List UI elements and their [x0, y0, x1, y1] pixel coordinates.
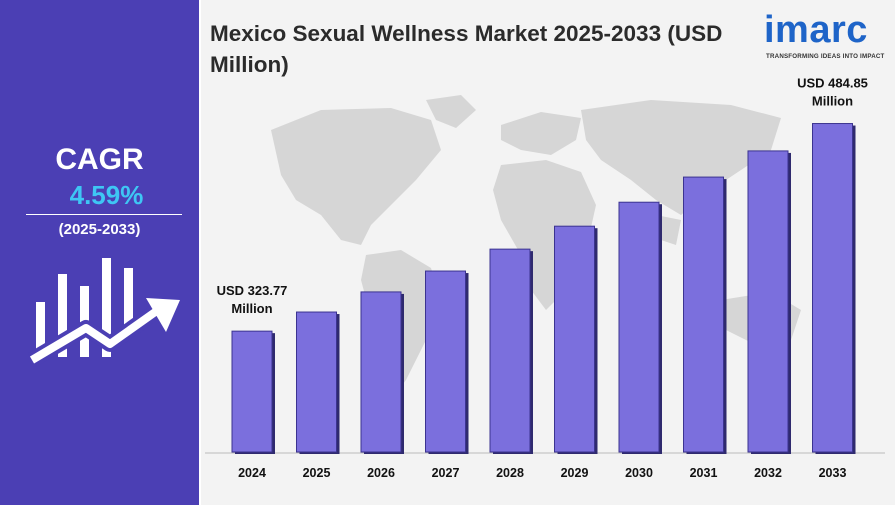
chart-title: Mexico Sexual Wellness Market 2025-2033 …: [210, 21, 723, 77]
x-tick-label: 2026: [367, 466, 395, 480]
bar-2033: [812, 123, 853, 453]
data-label: USD 323.77: [217, 283, 288, 298]
x-tick-label: 2033: [819, 466, 847, 480]
cagr-value: 4.59%: [69, 180, 144, 210]
cagr-divider: [26, 214, 182, 215]
x-tick-label: 2024: [238, 466, 266, 480]
data-label: USD 484.85: [797, 76, 868, 91]
bar-2024: [231, 330, 273, 453]
bar-2027: [425, 270, 466, 453]
data-label: Million: [812, 94, 853, 109]
x-tick-label: 2029: [561, 466, 589, 480]
x-tick-label: 2028: [496, 466, 524, 480]
cagr-period: (2025-2033): [58, 221, 141, 238]
bar-2032: [747, 150, 789, 453]
bar-2025: [296, 311, 337, 453]
bar-2028: [489, 248, 531, 453]
x-tick-label: 2032: [754, 466, 782, 480]
imarc-tagline: TRANSFORMING IDEAS INTO IMPACT: [766, 53, 885, 60]
growth-chart-icon: [28, 258, 180, 367]
bar-2030: [618, 201, 660, 453]
bar-2029: [554, 225, 595, 453]
cagr-label: CAGR: [55, 143, 144, 176]
x-tick-label: 2031: [690, 466, 718, 480]
x-tick-label: 2025: [303, 466, 331, 480]
bar-2026: [360, 291, 402, 453]
bar-2031: [683, 176, 724, 453]
cagr-panel: CAGR 4.59% (2025-2033): [0, 0, 199, 505]
x-tick-label: 2030: [625, 466, 653, 480]
data-label: Million: [231, 301, 272, 316]
x-tick-label: 2027: [432, 466, 460, 480]
imarc-logo: imarc: [764, 9, 868, 51]
